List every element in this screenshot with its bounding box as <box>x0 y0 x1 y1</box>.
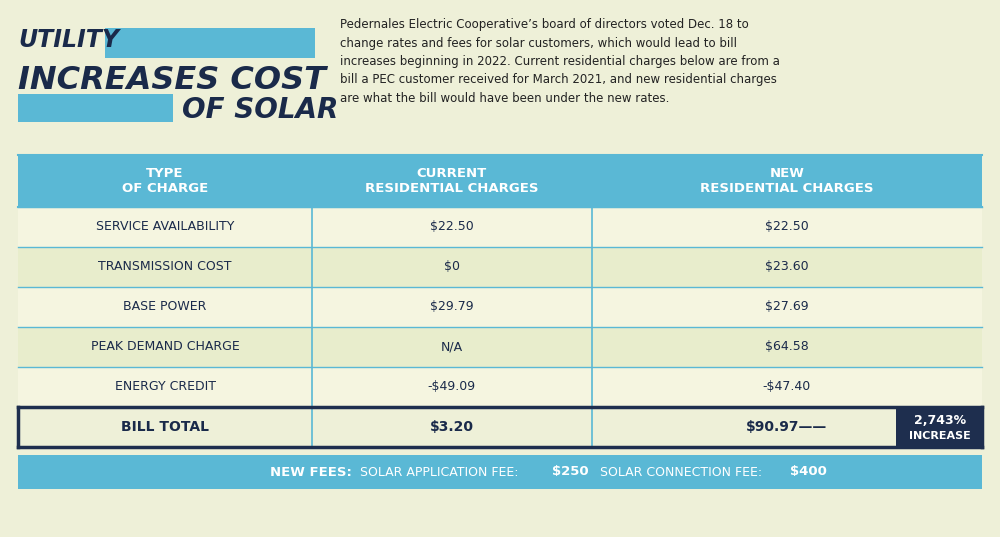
Text: $0: $0 <box>444 260 460 273</box>
Bar <box>18 207 982 247</box>
Text: $64.58: $64.58 <box>765 340 809 353</box>
Bar <box>18 407 982 447</box>
Bar <box>105 28 315 58</box>
Text: ENERGY CREDIT: ENERGY CREDIT <box>115 381 216 394</box>
Text: OF SOLAR: OF SOLAR <box>182 96 338 124</box>
Text: NEW
RESIDENTIAL CHARGES: NEW RESIDENTIAL CHARGES <box>700 167 874 195</box>
Text: -$47.40: -$47.40 <box>763 381 811 394</box>
Bar <box>18 327 982 367</box>
Bar <box>18 367 982 407</box>
Text: TYPE
OF CHARGE: TYPE OF CHARGE <box>122 167 208 195</box>
Text: CURRENT
RESIDENTIAL CHARGES: CURRENT RESIDENTIAL CHARGES <box>365 167 539 195</box>
Text: $22.50: $22.50 <box>430 221 474 234</box>
Text: $27.69: $27.69 <box>765 301 809 314</box>
Text: SERVICE AVAILABILITY: SERVICE AVAILABILITY <box>96 221 234 234</box>
Text: TRANSMISSION COST: TRANSMISSION COST <box>98 260 232 273</box>
Bar <box>18 94 173 122</box>
Text: $400: $400 <box>790 466 827 478</box>
Text: SOLAR APPLICATION FEE:: SOLAR APPLICATION FEE: <box>360 466 518 478</box>
Bar <box>18 155 982 207</box>
Text: PEAK DEMAND CHARGE: PEAK DEMAND CHARGE <box>91 340 239 353</box>
Text: SOLAR CONNECTION FEE:: SOLAR CONNECTION FEE: <box>600 466 762 478</box>
Text: $3.20: $3.20 <box>430 420 474 434</box>
Bar <box>18 287 982 327</box>
Text: -$49.09: -$49.09 <box>428 381 476 394</box>
Text: Pedernales Electric Cooperative’s board of directors voted Dec. 18 to
change rat: Pedernales Electric Cooperative’s board … <box>340 18 780 105</box>
Text: $22.50: $22.50 <box>765 221 809 234</box>
Text: $90.97——: $90.97—— <box>746 420 827 434</box>
Bar <box>896 406 984 448</box>
Text: BILL TOTAL: BILL TOTAL <box>121 420 209 434</box>
Text: $29.79: $29.79 <box>430 301 474 314</box>
Bar <box>18 247 982 287</box>
Text: INCREASE: INCREASE <box>909 431 971 441</box>
Text: INCREASES COST: INCREASES COST <box>18 65 326 96</box>
Text: UTILITY: UTILITY <box>18 28 119 52</box>
Text: $23.60: $23.60 <box>765 260 809 273</box>
Text: $250: $250 <box>552 466 589 478</box>
Text: BASE POWER: BASE POWER <box>123 301 207 314</box>
Bar <box>18 455 982 489</box>
Text: N/A: N/A <box>441 340 463 353</box>
Text: 2,743%: 2,743% <box>914 413 966 426</box>
Text: NEW FEES:: NEW FEES: <box>270 466 352 478</box>
